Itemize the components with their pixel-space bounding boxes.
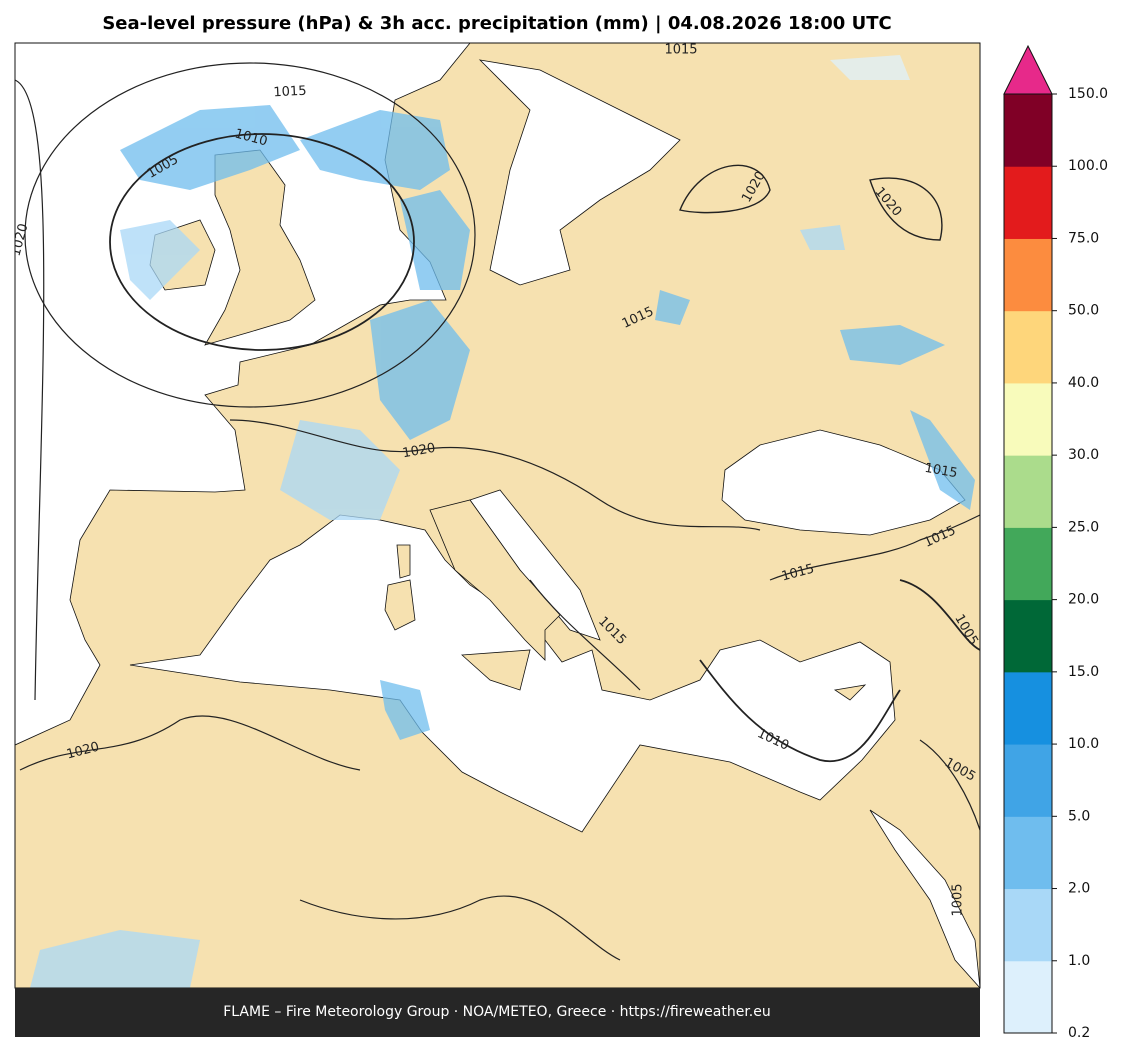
colorbar-segment	[1004, 671, 1052, 745]
footer: FLAME – Fire Meteorology Group · NOA/MET…	[223, 1004, 771, 1020]
isobar-label: 1015	[273, 84, 307, 101]
colorbar-segment	[1004, 455, 1052, 528]
baltic	[478, 59, 681, 286]
colorbar-tick-label: 2.0	[1068, 881, 1090, 897]
colorbar-segment	[1004, 94, 1052, 167]
colorbar-segment	[1004, 816, 1052, 890]
colorbar: 0.2 1.0 2.0 5.0 10.0 15.0 20.0 25.0 30.0 40.0 50.0…	[1003, 44, 1108, 1041]
colorbar-segment	[1004, 744, 1052, 817]
colorbar-tick-label: 0.2	[1068, 1025, 1090, 1041]
colorbar-tick-label: 15.0	[1068, 664, 1099, 680]
colorbar-segment	[1004, 960, 1052, 1034]
colorbar-tick-label: 1.0	[1068, 953, 1090, 969]
colorbar-tick-label: 75.0	[1068, 230, 1099, 246]
colorbar-segment	[1004, 527, 1052, 601]
colorbar-extension	[1003, 44, 1053, 95]
isobar-label: 1015	[923, 461, 958, 482]
colorbar-segment	[1004, 166, 1052, 239]
colorbar-segment	[1004, 382, 1052, 456]
red-sea	[869, 809, 980, 988]
title: Sea-level pressure (hPa) & 3h acc. preci…	[102, 13, 891, 34]
black-sea	[721, 429, 966, 536]
colorbar-segment	[1004, 888, 1052, 962]
colorbar-tick-label: 30.0	[1068, 447, 1099, 463]
colorbar-segment	[1004, 238, 1052, 312]
precipitation	[30, 55, 975, 988]
colorbar-tick-label: 5.0	[1068, 808, 1090, 824]
footer-bar	[15, 988, 980, 1037]
colorbar-tick-label: 25.0	[1068, 519, 1099, 535]
isobars	[15, 62, 980, 961]
colorbar-frame	[1003, 93, 1053, 1034]
britain	[204, 149, 316, 346]
cyprus	[833, 684, 867, 701]
colorbar-tick-label: 40.0	[1068, 375, 1099, 391]
colorbar-tick-label: 50.0	[1068, 303, 1099, 319]
colorbar-segment	[1004, 310, 1052, 384]
colorbar-tick-label: 100.0	[1068, 158, 1108, 174]
isobar-label: 1005	[951, 883, 966, 916]
isobar-label: 1015	[664, 43, 697, 58]
corsica	[396, 544, 411, 579]
colorbar-segment	[1004, 599, 1052, 673]
sardinia	[384, 579, 416, 631]
colorbar-tick-label: 150.0	[1068, 86, 1108, 102]
sicily	[461, 649, 531, 691]
colorbar-tick-label: 10.0	[1068, 736, 1099, 752]
isobar-label: 1020	[401, 441, 436, 462]
colorbar-tick-label: 20.0	[1068, 592, 1099, 608]
italy	[429, 499, 561, 661]
